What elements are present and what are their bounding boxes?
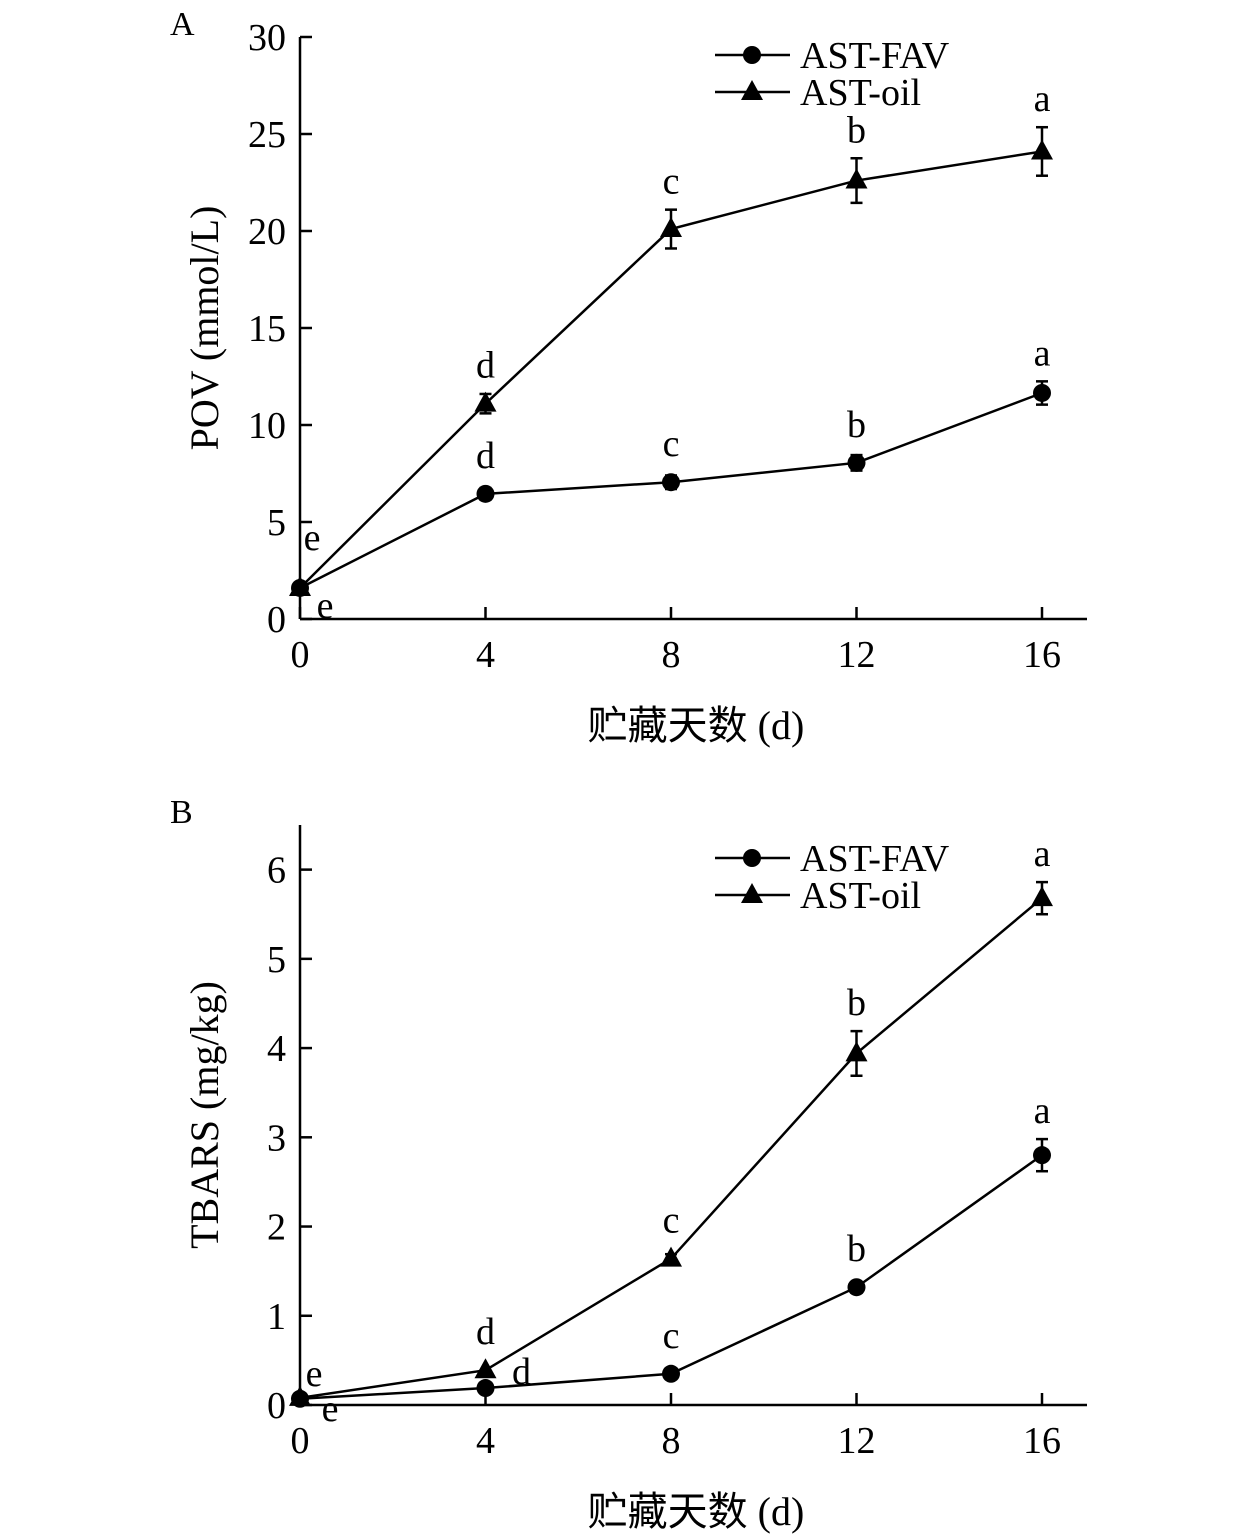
data-point xyxy=(662,1364,680,1383)
significance-label: b xyxy=(847,982,866,1024)
significance-label: d xyxy=(476,435,495,477)
series-AST-oil: e d c b a AST-oil xyxy=(289,833,1053,1406)
y-tick-label: 6 xyxy=(267,850,286,892)
data-point xyxy=(847,1278,866,1297)
panel-label: A xyxy=(170,6,195,43)
legend-label: AST-oil xyxy=(800,875,921,917)
significance-label: d xyxy=(476,345,495,387)
y-tick-label: 30 xyxy=(248,17,286,59)
significance-label: a xyxy=(1034,78,1051,120)
x-tick-label: 16 xyxy=(1023,634,1061,676)
x-axis-label: 贮藏天数 (d) xyxy=(588,1489,805,1534)
panel-label: B xyxy=(170,794,193,831)
y-axis-label: TBARS (mg/kg) xyxy=(182,981,227,1249)
x-tick-label: 4 xyxy=(476,1420,495,1462)
x-tick-label: 8 xyxy=(662,634,681,676)
y-tick-label: 20 xyxy=(248,211,286,253)
y-tick-label: 1 xyxy=(267,1296,286,1338)
x-tick-label: 12 xyxy=(838,1420,876,1462)
series-AST-FAV: e d c b a AST-FAV xyxy=(291,838,1051,1430)
series-AST-FAV: e d c b a AST-FAV xyxy=(291,35,1051,627)
chart-panel-A: A 0 5 10 15 20 25 30 0 4 8 12 16 贮藏天数 (d) POV (mmol/L)… xyxy=(170,6,1087,748)
data-point xyxy=(662,473,680,492)
y-tick-label: 15 xyxy=(248,308,286,350)
significance-label: c xyxy=(663,1200,680,1242)
y-tick-label: 0 xyxy=(267,1385,286,1427)
data-point xyxy=(476,484,495,503)
legend-marker xyxy=(743,46,761,64)
significance-label: a xyxy=(1034,1090,1051,1132)
data-point xyxy=(660,1246,682,1267)
y-tick-label: 3 xyxy=(267,1117,286,1159)
x-axis-label: 贮藏天数 (d) xyxy=(588,703,805,748)
data-point xyxy=(845,168,868,189)
y-tick-label: 4 xyxy=(267,1028,286,1070)
significance-label: b xyxy=(847,404,866,446)
legend-marker xyxy=(743,849,761,867)
x-tick-label: 16 xyxy=(1023,1420,1061,1462)
y-tick-label: 2 xyxy=(267,1207,286,1249)
significance-label: c xyxy=(663,1315,680,1357)
data-point xyxy=(1031,886,1053,907)
legend-label: AST-FAV xyxy=(800,838,950,880)
y-tick-label: 0 xyxy=(267,599,286,641)
significance-label: a xyxy=(1034,833,1051,875)
x-tick-label: 8 xyxy=(662,1420,681,1462)
significance-label: b xyxy=(847,109,866,151)
data-point xyxy=(289,575,311,596)
significance-label: e xyxy=(322,1388,339,1430)
x-tick-label: 4 xyxy=(476,634,495,676)
x-tick-label: 0 xyxy=(291,634,310,676)
data-point xyxy=(474,391,497,412)
data-point xyxy=(845,1041,868,1062)
significance-label: d xyxy=(512,1351,531,1393)
series-AST-oil: e d c b a AST-oil xyxy=(289,72,1053,596)
y-tick-label: 10 xyxy=(248,405,286,447)
legend-marker xyxy=(741,883,763,903)
significance-label: c xyxy=(663,161,680,203)
significance-label: e xyxy=(306,1353,323,1395)
significance-label: e xyxy=(304,517,321,559)
data-point xyxy=(660,217,682,238)
significance-label: d xyxy=(476,1311,495,1353)
legend-label: AST-oil xyxy=(800,72,921,114)
data-point xyxy=(476,1379,495,1398)
x-tick-label: 12 xyxy=(838,634,876,676)
x-tick-label: 0 xyxy=(291,1420,310,1462)
data-point xyxy=(474,1358,497,1379)
legend-label: AST-FAV xyxy=(800,35,950,77)
significance-label: c xyxy=(663,423,680,465)
legend-marker xyxy=(741,80,763,100)
data-point xyxy=(289,1385,311,1406)
significance-label: e xyxy=(317,585,334,627)
y-tick-label: 5 xyxy=(267,939,286,981)
data-point xyxy=(1031,139,1053,160)
y-tick-label: 25 xyxy=(248,114,286,156)
significance-label: a xyxy=(1034,332,1051,374)
y-axis-label: POV (mmol/L) xyxy=(182,206,227,451)
data-point xyxy=(847,453,866,472)
significance-label: b xyxy=(847,1228,866,1270)
y-tick-label: 5 xyxy=(267,502,286,544)
data-point xyxy=(1033,1146,1051,1165)
series-line xyxy=(299,1154,1043,1401)
data-point xyxy=(1033,383,1051,402)
